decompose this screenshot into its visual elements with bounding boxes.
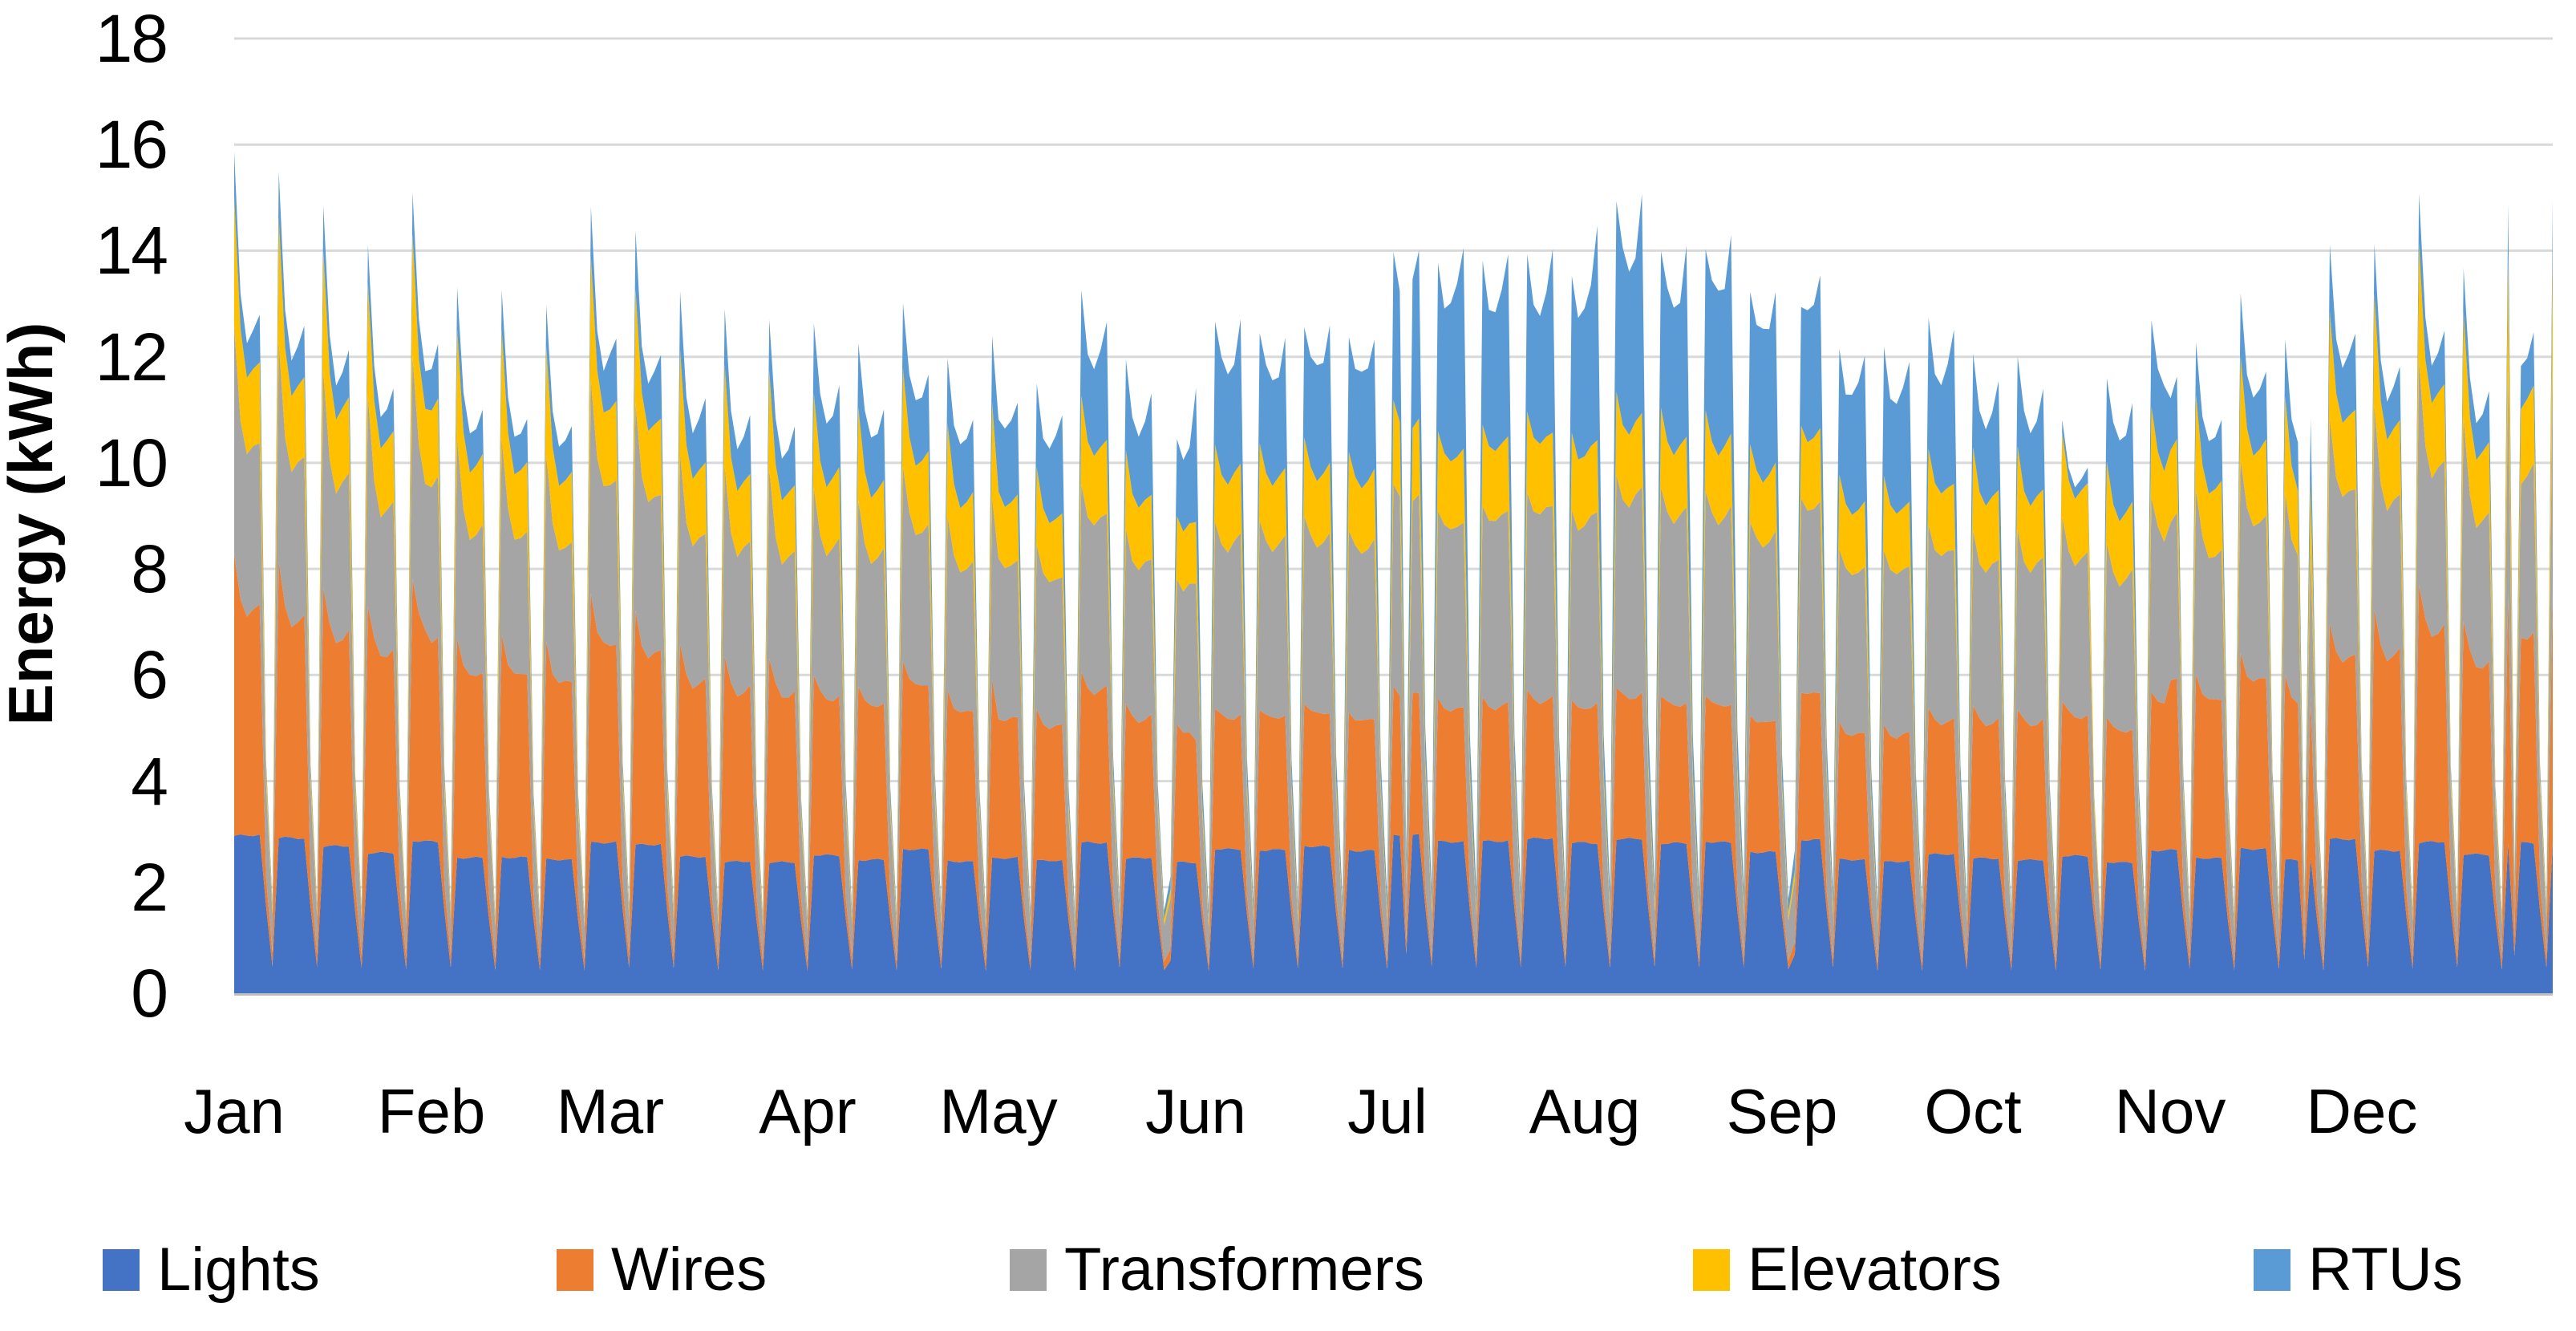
legend-item-lights: Lights (103, 1240, 320, 1301)
x-label-apr: Apr (759, 1076, 857, 1146)
x-label-nov: Nov (2114, 1076, 2226, 1146)
x-label-jan: Jan (184, 1076, 285, 1146)
y-tick-0: 0 (131, 956, 168, 1031)
legend-item-wires: Wires (557, 1240, 767, 1301)
x-label-dec: Dec (2306, 1076, 2418, 1146)
area-elevators (234, 197, 2553, 929)
y-tick-10: 10 (95, 425, 168, 501)
legend-item-elevators: Elevators (1693, 1240, 2002, 1301)
y-tick-8: 8 (131, 531, 168, 607)
x-label-jun: Jun (1145, 1076, 1246, 1146)
y-tick-4: 4 (131, 744, 168, 819)
area-rtus (234, 151, 2553, 923)
x-label-sep: Sep (1726, 1076, 1838, 1146)
y-tick-2: 2 (131, 850, 168, 925)
area-transformers (234, 325, 2553, 964)
x-label-feb: Feb (377, 1076, 486, 1146)
legend-item-transformers: Transformers (1010, 1240, 1424, 1301)
legend-swatch-rtus (2254, 1249, 2290, 1291)
y-tick-16: 16 (95, 107, 168, 182)
area-wires (234, 553, 2553, 972)
x-label-may: May (939, 1076, 1058, 1146)
x-label-oct: Oct (1924, 1076, 2022, 1146)
x-label-jul: Jul (1347, 1076, 1428, 1146)
y-tick-14: 14 (95, 213, 168, 288)
legend-item-rtus: RTUs (2254, 1240, 2463, 1301)
y-tick-6: 6 (131, 637, 168, 712)
y-tick-18: 18 (95, 1, 168, 76)
x-label-aug: Aug (1529, 1076, 1641, 1146)
y-axis-title: Energy (kWh) (0, 322, 66, 726)
legend-swatch-transformers (1010, 1249, 1047, 1291)
legend-swatch-elevators (1693, 1249, 1730, 1291)
y-tick-12: 12 (95, 319, 168, 395)
area-lights (234, 834, 2553, 993)
legend-swatch-wires (557, 1249, 593, 1291)
legend-swatch-lights (103, 1249, 140, 1291)
x-label-mar: Mar (556, 1076, 665, 1146)
